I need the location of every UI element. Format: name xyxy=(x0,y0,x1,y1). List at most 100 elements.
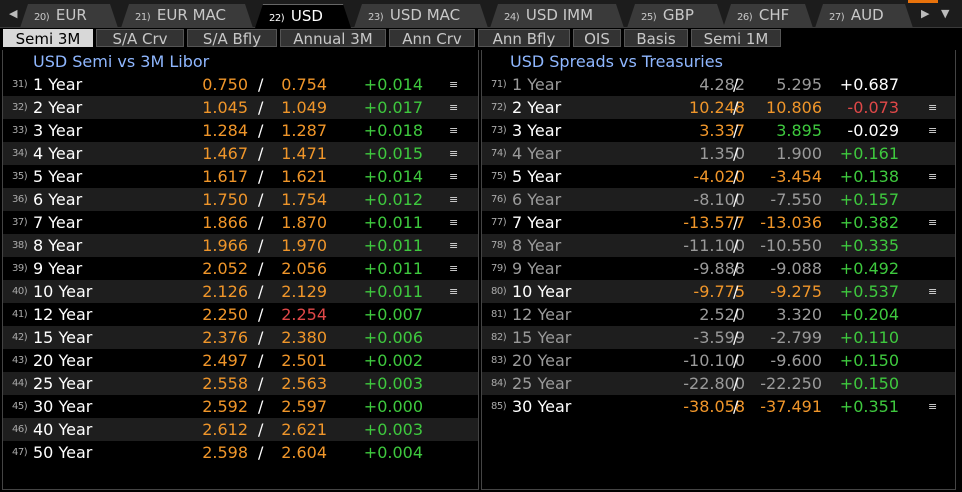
tab-number: 24) xyxy=(504,12,520,23)
net-change: +0.012 xyxy=(363,190,423,209)
table-row[interactable]: 34) 4 Year 1.467 / 1.471 +0.015 ≡ xyxy=(3,142,478,165)
tenor-label: 12 Year xyxy=(512,305,572,324)
bid-value: 1.045 xyxy=(202,98,248,117)
table-row[interactable]: 78) 8 Year -11.100/ -10.550 +0.335 xyxy=(482,234,955,257)
row-index: 81) xyxy=(491,309,507,320)
row-menu-icon[interactable]: ≡ xyxy=(449,170,459,183)
bid-value: 2.520 xyxy=(699,305,745,324)
bid-value: 2.598 xyxy=(202,443,248,462)
tab-chf[interactable]: 26) CHF xyxy=(723,4,813,28)
row-index: 41) xyxy=(12,309,28,320)
tab-menu-chevron-down-icon[interactable]: ▼ xyxy=(941,7,950,20)
bid-ask-separator: / xyxy=(733,351,739,370)
table-row[interactable]: 74) 4 Year 1.350/ 1.900 +0.161 xyxy=(482,142,955,165)
row-menu-icon[interactable]: ≡ xyxy=(449,101,459,114)
row-menu-icon[interactable]: ≡ xyxy=(928,216,938,229)
subtab-basis[interactable]: Basis xyxy=(624,29,688,48)
net-change: +0.003 xyxy=(363,374,423,393)
subtab-sa-crv[interactable]: S/A Crv xyxy=(96,29,184,48)
table-row[interactable]: 79) 9 Year -9.888/ -9.088 +0.492 xyxy=(482,257,955,280)
tab-gbp[interactable]: 25) GBP xyxy=(627,4,725,28)
row-menu-icon[interactable]: ≡ xyxy=(449,147,459,160)
tenor-label: 25 Year xyxy=(512,374,572,393)
net-change: +0.492 xyxy=(839,259,899,278)
row-menu-icon[interactable]: ≡ xyxy=(928,400,938,413)
bid-value: 2.592 xyxy=(202,397,248,416)
scroll-left-icon[interactable]: ◀ xyxy=(9,7,18,20)
subtab-semi-1m[interactable]: Semi 1M xyxy=(691,29,781,48)
table-row[interactable]: 46) 40 Year 2.612 / 2.621 +0.003 xyxy=(3,418,478,441)
ask-value: 2.597 xyxy=(281,397,327,416)
row-menu-icon[interactable]: ≡ xyxy=(928,124,938,137)
subtab-ois[interactable]: OIS xyxy=(573,29,621,48)
tenor-label: 6 Year xyxy=(33,190,83,209)
subtab-ann-crv[interactable]: Ann Crv xyxy=(389,29,475,48)
table-row[interactable]: 39) 9 Year 2.052 / 2.056 +0.011 ≡ xyxy=(3,257,478,280)
row-menu-icon[interactable]: ≡ xyxy=(449,216,459,229)
table-row[interactable]: 31) 1 Year 0.750 / 0.754 +0.014 ≡ xyxy=(3,73,478,96)
tab-usd[interactable]: 22) USD xyxy=(255,4,351,28)
table-row[interactable]: 32) 2 Year 1.045 / 1.049 +0.017 ≡ xyxy=(3,96,478,119)
table-row[interactable]: 38) 8 Year 1.966 / 1.970 +0.011 ≡ xyxy=(3,234,478,257)
bid-ask-separator: / xyxy=(258,351,264,370)
row-menu-icon[interactable]: ≡ xyxy=(449,239,459,252)
table-row[interactable]: 75) 5 Year -4.020/ -3.454 +0.138 ≡ xyxy=(482,165,955,188)
row-menu-icon[interactable]: ≡ xyxy=(449,193,459,206)
subtab-ann-bfly[interactable]: Ann Bfly xyxy=(478,29,570,48)
table-row[interactable]: 77) 7 Year -13.577/ -13.036 +0.382 ≡ xyxy=(482,211,955,234)
tab-usd-imm[interactable]: 24) USD IMM xyxy=(490,4,624,28)
table-row[interactable]: 81) 12 Year 2.520/ 3.320 +0.204 xyxy=(482,303,955,326)
table-row[interactable]: 85) 30 Year -38.058/ -37.491 +0.351 ≡ xyxy=(482,395,955,418)
bid-value: 2.250 xyxy=(202,305,248,324)
tab-eur[interactable]: 20) EUR xyxy=(20,4,118,28)
currency-tab-bar: ◀ 20) EUR 21) EUR MAC 22) USD 23) USD MA… xyxy=(0,0,962,28)
subtab-annual-3m[interactable]: Annual 3M xyxy=(280,29,386,48)
row-index: 71) xyxy=(491,79,507,90)
table-row[interactable]: 82) 15 Year -3.599/ -2.799 +0.110 xyxy=(482,326,955,349)
table-row[interactable]: 35) 5 Year 1.617 / 1.621 +0.014 ≡ xyxy=(3,165,478,188)
table-row[interactable]: 84) 25 Year -22.800/ -22.250 +0.150 xyxy=(482,372,955,395)
table-row[interactable]: 45) 30 Year 2.592 / 2.597 +0.000 xyxy=(3,395,478,418)
subtab-sa-bfly[interactable]: S/A Bfly xyxy=(187,29,277,48)
table-row[interactable]: 43) 20 Year 2.497 / 2.501 +0.002 xyxy=(3,349,478,372)
tab-label: USD xyxy=(290,7,323,25)
table-row[interactable]: 37) 7 Year 1.866 / 1.870 +0.011 ≡ xyxy=(3,211,478,234)
tenor-label: 5 Year xyxy=(33,167,83,186)
table-row[interactable]: 42) 15 Year 2.376 / 2.380 +0.006 xyxy=(3,326,478,349)
table-row[interactable]: 41) 12 Year 2.250 / 2.254 +0.007 xyxy=(3,303,478,326)
table-row[interactable]: 40) 10 Year 2.126 / 2.129 +0.011 ≡ xyxy=(3,280,478,303)
row-menu-icon[interactable]: ≡ xyxy=(449,78,459,91)
ask-value: -9.600 xyxy=(770,351,822,370)
table-row[interactable]: 71) 1 Year 4.282/ 5.295 +0.687 xyxy=(482,73,955,96)
row-menu-icon[interactable]: ≡ xyxy=(928,285,938,298)
bid-ask-separator: / xyxy=(733,305,739,324)
tab-usd-mac[interactable]: 23) USD MAC xyxy=(354,4,488,28)
row-index: 79) xyxy=(491,263,507,274)
table-row[interactable]: 83) 20 Year -10.100/ -9.600 +0.150 xyxy=(482,349,955,372)
table-row[interactable]: 36) 6 Year 1.750 / 1.754 +0.012 ≡ xyxy=(3,188,478,211)
bid-value: -8.100 xyxy=(693,190,745,209)
row-menu-icon[interactable]: ≡ xyxy=(928,170,938,183)
net-change: +0.017 xyxy=(363,98,423,117)
tenor-label: 4 Year xyxy=(33,144,83,163)
row-menu-icon[interactable]: ≡ xyxy=(449,124,459,137)
row-index: 35) xyxy=(12,171,28,182)
ask-value: -13.036 xyxy=(760,213,822,232)
row-menu-icon[interactable]: ≡ xyxy=(449,285,459,298)
bid-ask-separator: / xyxy=(733,167,739,186)
table-row[interactable]: 72) 2 Year 10.248/ 10.806 -0.073 ≡ xyxy=(482,96,955,119)
net-change: +0.004 xyxy=(363,443,423,462)
tab-aud[interactable]: 27) AUD xyxy=(815,4,913,28)
row-menu-icon[interactable]: ≡ xyxy=(928,101,938,114)
table-row[interactable]: 44) 25 Year 2.558 / 2.563 +0.003 xyxy=(3,372,478,395)
tab-eur-mac[interactable]: 21) EUR MAC xyxy=(121,4,253,28)
bid-ask-separator: / xyxy=(258,374,264,393)
table-row[interactable]: 33) 3 Year 1.284 / 1.287 +0.018 ≡ xyxy=(3,119,478,142)
subtab-semi-3m[interactable]: Semi 3M xyxy=(3,29,93,48)
table-row[interactable]: 73) 3 Year 3.337/ 3.895 -0.029 ≡ xyxy=(482,119,955,142)
table-row[interactable]: 47) 50 Year 2.598 / 2.604 +0.004 xyxy=(3,441,478,464)
table-row[interactable]: 80) 10 Year -9.775/ -9.275 +0.537 ≡ xyxy=(482,280,955,303)
scroll-right-icon[interactable]: ▶ xyxy=(921,7,930,20)
row-menu-icon[interactable]: ≡ xyxy=(449,262,459,275)
table-row[interactable]: 76) 6 Year -8.100/ -7.550 +0.157 xyxy=(482,188,955,211)
